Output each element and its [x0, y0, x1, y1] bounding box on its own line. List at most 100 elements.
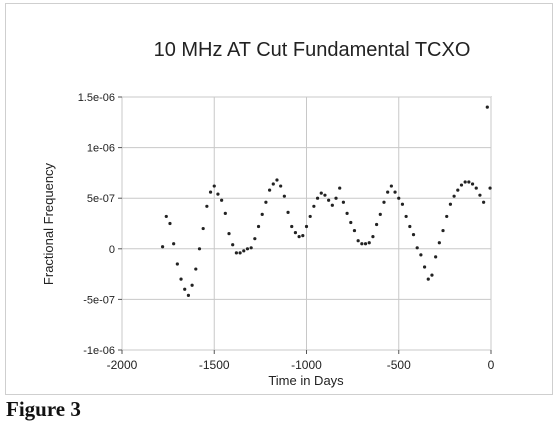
data-point — [319, 191, 323, 195]
data-point — [434, 255, 438, 259]
data-point — [441, 228, 445, 233]
data-point — [470, 182, 475, 186]
data-point — [419, 253, 423, 257]
data-point — [426, 277, 430, 281]
data-point — [216, 192, 220, 196]
data-point — [415, 246, 419, 250]
data-point — [190, 283, 194, 287]
data-point — [304, 224, 309, 229]
data-point — [253, 237, 257, 241]
data-point — [456, 188, 460, 192]
y-tick-label: 5e-07 — [87, 193, 115, 205]
figure-caption: Figure 3 — [6, 397, 81, 421]
data-point — [234, 251, 238, 255]
data-point — [482, 200, 486, 204]
data-point — [452, 194, 456, 198]
data-point — [430, 273, 434, 277]
data-point — [389, 184, 393, 188]
data-point — [275, 178, 279, 182]
data-point — [212, 184, 216, 188]
data-point — [194, 267, 198, 271]
x-tick-label: -2000 — [107, 358, 138, 372]
data-point — [400, 202, 405, 206]
data-point — [260, 212, 264, 216]
data-point — [327, 198, 331, 202]
data-point — [175, 262, 179, 266]
data-point — [341, 200, 345, 204]
data-point — [404, 214, 408, 219]
data-point — [363, 242, 368, 246]
data-point — [172, 242, 176, 246]
data-point — [467, 180, 471, 184]
data-point — [286, 210, 290, 214]
data-point — [256, 224, 261, 229]
data-point — [264, 200, 268, 204]
data-point — [164, 214, 168, 219]
data-point — [312, 204, 316, 208]
data-point — [397, 196, 401, 200]
data-point — [334, 196, 338, 200]
data-point — [238, 251, 242, 255]
data-point — [411, 233, 416, 237]
data-point — [437, 241, 441, 245]
data-point — [227, 232, 231, 236]
data-point — [168, 221, 172, 226]
data-point — [382, 200, 386, 204]
y-axis-label: Fractional Frequency — [41, 162, 56, 285]
data-point — [242, 249, 246, 253]
data-point — [408, 224, 412, 229]
data-point — [290, 224, 294, 229]
data-point — [308, 214, 312, 219]
data-point — [478, 193, 482, 197]
data-point — [186, 293, 191, 297]
y-tick-label: 0 — [109, 244, 115, 256]
x-tick-label: -500 — [387, 358, 411, 372]
data-point — [356, 239, 360, 243]
x-axis-label: Time in Days — [268, 373, 344, 388]
data-point — [459, 183, 464, 187]
data-point — [183, 287, 187, 291]
data-point — [393, 190, 397, 194]
data-point — [330, 203, 334, 207]
data-point — [249, 246, 253, 250]
x-tick-label: 0 — [488, 358, 495, 372]
data-point — [231, 243, 235, 247]
data-point — [445, 214, 449, 219]
data-point — [345, 211, 349, 215]
data-point — [245, 247, 250, 251]
data-point — [488, 186, 492, 190]
data-point — [463, 180, 467, 184]
data-point — [160, 245, 165, 249]
data-point — [375, 222, 379, 227]
data-point — [323, 193, 327, 197]
data-point — [179, 277, 183, 281]
data-point — [448, 202, 453, 206]
data-point — [205, 204, 209, 208]
data-point — [378, 212, 382, 216]
x-tick-label: -1000 — [291, 358, 322, 372]
data-point — [220, 198, 224, 202]
data-point — [279, 184, 283, 188]
data-point — [349, 220, 353, 225]
data-point — [223, 211, 227, 215]
y-tick-label: -1e-06 — [83, 345, 115, 357]
y-tick-label: 1e-06 — [87, 143, 115, 155]
data-point — [371, 235, 375, 239]
y-tick-label: -5e-07 — [83, 294, 115, 306]
data-point — [352, 228, 357, 233]
data-point — [367, 241, 371, 245]
data-point — [360, 242, 364, 246]
data-point — [422, 265, 427, 269]
y-tick-label: 1.5e-06 — [78, 92, 115, 104]
data-point — [474, 186, 478, 190]
data-point — [293, 231, 298, 235]
grid — [121, 96, 492, 351]
data-points — [160, 105, 492, 297]
data-point — [197, 247, 202, 251]
x-tick-label: -1500 — [199, 358, 230, 372]
data-point — [297, 235, 301, 239]
data-point — [485, 105, 489, 109]
axis-ticks: -2000 -1500 -1000 -500 0 -1e-06 -5e-07 0 5e-07 1e… — [78, 92, 495, 372]
data-point — [268, 188, 272, 192]
